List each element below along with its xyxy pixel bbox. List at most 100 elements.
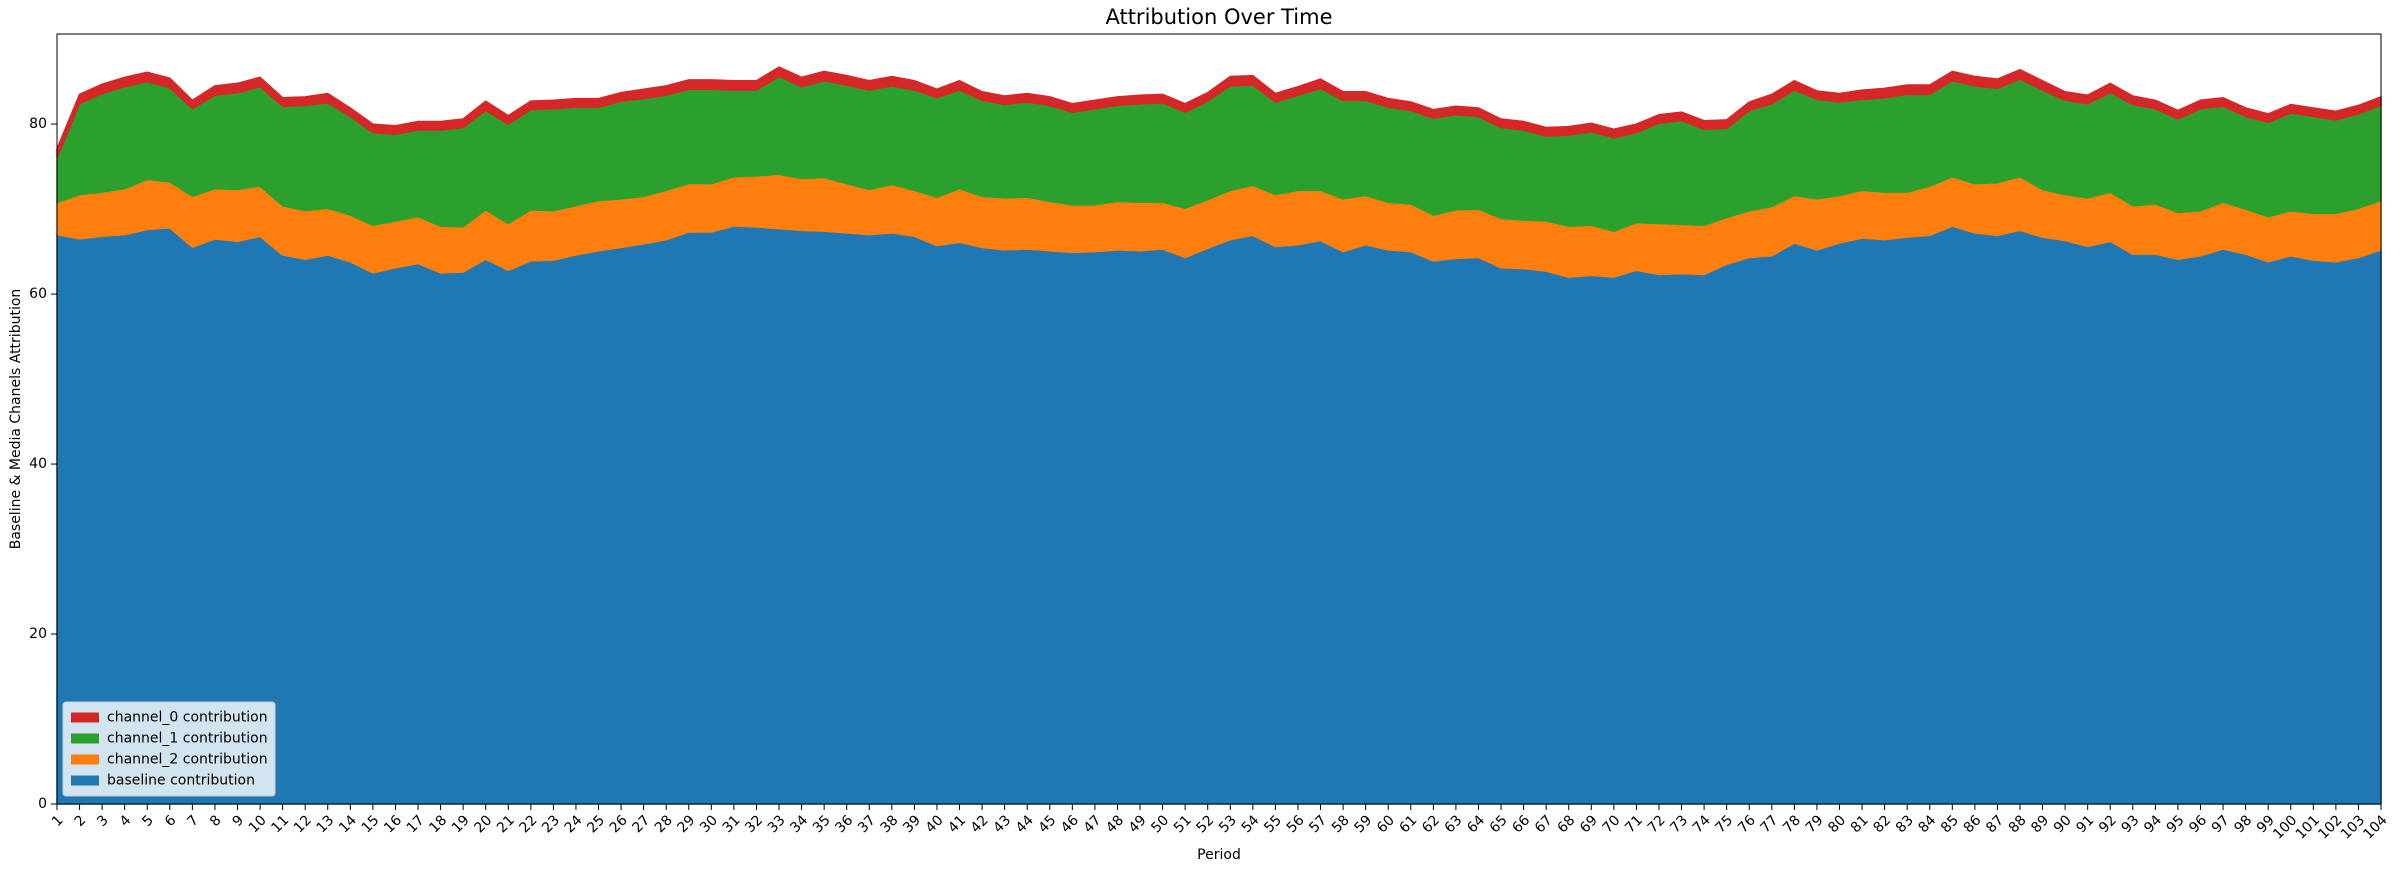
x-tick-label: 2 xyxy=(72,812,90,830)
x-tick-label: 54 xyxy=(1239,812,1263,836)
x-tick-label: 50 xyxy=(1148,812,1172,836)
x-tick-label: 33 xyxy=(765,812,789,836)
x-tick-label: 79 xyxy=(1803,812,1827,836)
x-tick-label: 4 xyxy=(117,812,135,830)
x-tick-label: 94 xyxy=(2141,812,2165,836)
x-tick-label: 77 xyxy=(1758,812,1782,836)
x-tick-label: 24 xyxy=(562,812,586,836)
x-tick-label: 58 xyxy=(1329,812,1353,836)
x-tick-label: 7 xyxy=(184,812,202,830)
x-tick-label: 19 xyxy=(449,812,473,836)
x-tick-label: 34 xyxy=(787,812,811,836)
x-tick-label: 12 xyxy=(291,812,315,836)
x-tick-label: 84 xyxy=(1915,812,1939,836)
x-tick-label: 16 xyxy=(381,812,405,836)
legend-swatch xyxy=(71,754,99,765)
x-tick-label: 23 xyxy=(539,812,563,836)
x-tick-label: 59 xyxy=(1351,812,1375,836)
y-tick-label: 20 xyxy=(29,626,47,642)
x-tick-label: 93 xyxy=(2119,812,2143,836)
x-tick-label: 37 xyxy=(855,812,879,836)
legend-swatch xyxy=(71,775,99,786)
x-tick-label: 38 xyxy=(878,812,902,836)
x-axis-label: Period xyxy=(1197,847,1241,863)
x-tick-label: 21 xyxy=(494,812,518,836)
legend-label: channel_1 contribution xyxy=(107,731,268,747)
x-tick-label: 80 xyxy=(1825,812,1849,836)
x-tick-label: 90 xyxy=(2051,812,2075,836)
x-tick-label: 76 xyxy=(1735,812,1759,836)
x-tick-label: 88 xyxy=(2006,812,2030,836)
x-tick-label: 18 xyxy=(426,812,450,836)
x-tick-label: 70 xyxy=(1600,812,1624,836)
x-tick-label: 31 xyxy=(720,812,744,836)
x-tick-label: 29 xyxy=(675,812,699,836)
legend-label: channel_2 contribution xyxy=(107,752,268,768)
x-tick-label: 87 xyxy=(1983,812,2007,836)
legend-label: channel_0 contribution xyxy=(107,710,268,726)
y-tick-label: 0 xyxy=(38,796,47,812)
x-tick-label: 44 xyxy=(1013,812,1037,836)
x-tick-label: 63 xyxy=(1442,812,1466,836)
x-tick-label: 78 xyxy=(1780,812,1804,836)
x-tick-label: 83 xyxy=(1893,812,1917,836)
x-tick-label: 35 xyxy=(810,812,834,836)
y-tick-label: 60 xyxy=(29,286,47,302)
x-tick-label: 14 xyxy=(336,812,360,836)
legend-box xyxy=(62,701,276,797)
x-tick-label: 46 xyxy=(1058,812,1082,836)
x-tick-label: 75 xyxy=(1712,812,1736,836)
x-tick-label: 65 xyxy=(1487,812,1511,836)
x-tick-label: 69 xyxy=(1577,812,1601,836)
x-tick-label: 86 xyxy=(1961,812,1985,836)
x-tick-label: 27 xyxy=(629,812,653,836)
x-tick-label: 64 xyxy=(1464,812,1488,836)
y-axis-label: Baseline & Media Chanels Attribution xyxy=(8,289,24,550)
x-tick-label: 49 xyxy=(1126,812,1150,836)
plot-frame xyxy=(56,33,2382,805)
x-tick-label: 104 xyxy=(2360,812,2390,842)
legend-swatch xyxy=(71,733,99,744)
x-tick-label: 9 xyxy=(230,812,248,830)
x-tick-label: 26 xyxy=(607,812,631,836)
x-tick-label: 13 xyxy=(313,812,337,836)
x-tick-label: 32 xyxy=(742,812,766,836)
x-tick-label: 57 xyxy=(1306,812,1330,836)
x-tick-label: 10 xyxy=(246,812,270,836)
chart-title: Attribution Over Time xyxy=(1105,5,1332,29)
x-tick-label: 51 xyxy=(1171,812,1195,836)
x-tick-label: 82 xyxy=(1870,812,1894,836)
x-tick-label: 95 xyxy=(2164,812,2188,836)
x-tick-label: 8 xyxy=(207,812,225,830)
x-tick-label: 92 xyxy=(2096,812,2120,836)
x-tick-label: 43 xyxy=(990,812,1014,836)
x-tick-label: 15 xyxy=(359,812,383,836)
x-tick-label: 42 xyxy=(968,812,992,836)
x-tick-label: 98 xyxy=(2231,812,2255,836)
x-tick-label: 3 xyxy=(94,812,112,830)
y-tick-label: 40 xyxy=(29,456,47,472)
x-tick-label: 6 xyxy=(162,812,180,830)
x-tick-label: 96 xyxy=(2186,812,2210,836)
legend-label: baseline contribution xyxy=(107,773,255,789)
x-tick-label: 67 xyxy=(1532,812,1556,836)
x-tick-label: 41 xyxy=(945,812,969,836)
x-tick-label: 30 xyxy=(697,812,721,836)
x-tick-label: 74 xyxy=(1690,812,1714,836)
x-tick-label: 62 xyxy=(1419,812,1443,836)
x-tick-label: 71 xyxy=(1622,812,1646,836)
x-tick-label: 39 xyxy=(900,812,924,836)
x-tick-label: 17 xyxy=(404,812,428,836)
legend: channel_0 contribution channel_1 contribu… xyxy=(62,701,276,797)
x-tick-label: 66 xyxy=(1509,812,1533,836)
area xyxy=(56,225,2382,805)
y-tick-label: 80 xyxy=(29,116,47,132)
x-tick-label: 1 xyxy=(49,812,67,830)
x-tick-label: 47 xyxy=(1081,812,1105,836)
x-tick-label: 85 xyxy=(1938,812,1962,836)
x-tick-label: 68 xyxy=(1554,812,1578,836)
x-tick-label: 81 xyxy=(1848,812,1872,836)
x-tick-label: 60 xyxy=(1374,812,1398,836)
x-tick-label: 5 xyxy=(139,812,157,830)
